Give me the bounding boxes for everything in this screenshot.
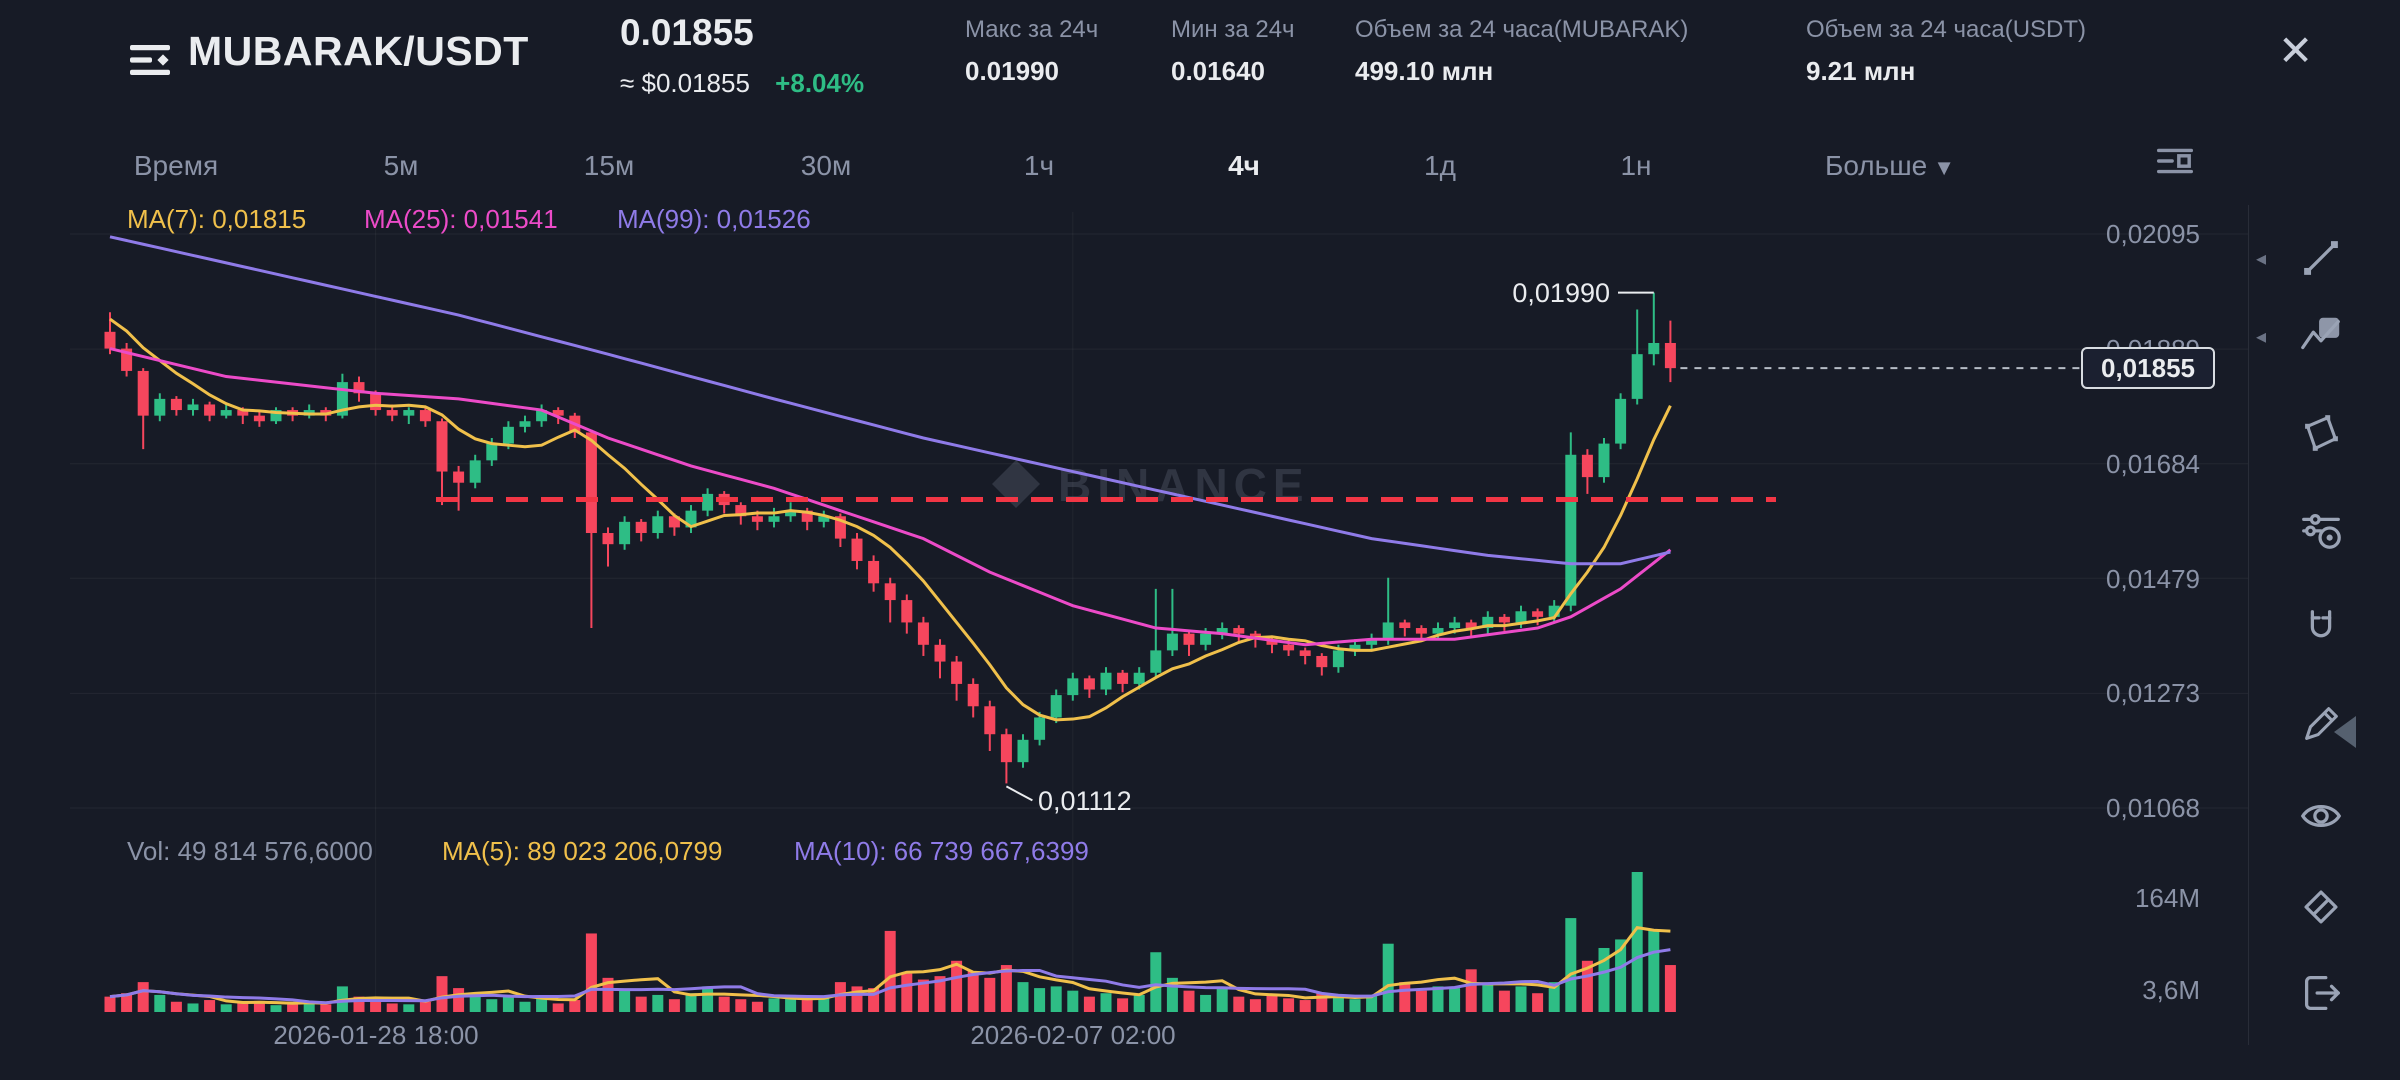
vol-value: Vol: 49 814 576,6000 xyxy=(127,836,373,866)
low-annotation: 0,01112 xyxy=(1038,786,1132,816)
eraser-icon[interactable] xyxy=(2298,884,2344,930)
stat-low-24h: Мин за 24ч 0.01640 xyxy=(1171,16,1295,86)
tab-1h[interactable]: 1ч xyxy=(1023,150,1055,181)
y-axis-label: 0,01068 xyxy=(2106,793,2200,823)
expand-left-icon[interactable]: ◂ xyxy=(2256,248,2267,270)
vol-ma10-value: MA(10): 66 739 667,6399 xyxy=(794,836,1089,866)
tab-4h[interactable]: 4ч xyxy=(1228,150,1260,181)
collapse-handle-icon[interactable] xyxy=(2334,716,2356,748)
volume-axis-label: 3,6M xyxy=(2142,975,2200,1005)
stat-volume-base-24h: Объем за 24 часа(MUBARAK) 499.10 млн xyxy=(1355,16,1689,86)
tab-30m[interactable]: 30м xyxy=(800,150,852,181)
menu-icon[interactable] xyxy=(126,36,174,84)
pair-title: MUBARAK/USDT xyxy=(188,28,529,74)
indicator-settings-icon[interactable] xyxy=(2298,506,2344,552)
ma25-legend: MA(25): 0,01541 xyxy=(364,204,558,234)
y-axis-label: 0,01684 xyxy=(2106,449,2200,479)
tab-1d[interactable]: 1д xyxy=(1424,150,1456,181)
ma99-legend: MA(99): 0,01526 xyxy=(617,204,811,234)
vol-ma5-value: MA(5): 89 023 206,0799 xyxy=(442,836,723,866)
y-axis-label: 0,01273 xyxy=(2106,678,2200,708)
volume-axis-label: 164M xyxy=(2135,883,2200,913)
tab-5m[interactable]: 5м xyxy=(383,150,419,181)
tab-15m[interactable]: 15м xyxy=(583,150,635,181)
y-axis-label: 0,02095 xyxy=(2106,219,2200,249)
magnet-icon[interactable] xyxy=(2298,606,2344,652)
tab-more[interactable]: Больше ▼ xyxy=(1824,150,1956,181)
binance-watermark: BINANCE xyxy=(992,459,1310,511)
tab-time[interactable]: Время xyxy=(133,150,219,181)
toolbar-divider xyxy=(2248,205,2249,1045)
watermark-text: BINANCE xyxy=(1058,459,1310,511)
visibility-icon[interactable] xyxy=(2298,793,2344,839)
export-icon[interactable] xyxy=(2298,970,2344,1016)
last-price-label: 0,01855 xyxy=(2101,353,2195,383)
last-price: 0.01855 xyxy=(620,12,754,53)
tab-1w[interactable]: 1н xyxy=(1620,150,1652,181)
close-icon[interactable]: ✕ xyxy=(2278,27,2314,74)
x-axis-label: 2026-01-28 18:00 xyxy=(273,1020,478,1050)
price-usd: ≈ $0.01855 xyxy=(620,68,750,98)
ma7-legend: MA(7): 0,01815 xyxy=(127,204,307,234)
chevron-down-icon: ▼ xyxy=(1933,155,1956,180)
price-fiat-row: ≈ $0.01855 +8.04% xyxy=(620,68,864,99)
price-change-24h: +8.04% xyxy=(775,68,865,98)
stat-volume-quote-24h: Объем за 24 часа(USDT) 9.21 млн xyxy=(1806,16,2087,86)
high-annotation: 0,01990 xyxy=(1512,278,1610,308)
chart-settings-icon[interactable] xyxy=(2152,138,2198,184)
stat-high-24h: Макс за 24ч 0.01990 xyxy=(965,16,1099,86)
y-axis-label: 0,01479 xyxy=(2106,564,2200,594)
shapes-icon[interactable] xyxy=(2298,410,2344,456)
draw-icon[interactable] xyxy=(2298,701,2344,747)
x-axis-label: 2026-02-07 02:00 xyxy=(970,1020,1175,1050)
indicators-icon[interactable] xyxy=(2298,313,2344,359)
trend-line-tool-icon[interactable] xyxy=(2298,235,2344,281)
expand-left-icon[interactable]: ◂ xyxy=(2256,326,2267,348)
last-price-tag: 0,01855 xyxy=(2081,347,2215,389)
